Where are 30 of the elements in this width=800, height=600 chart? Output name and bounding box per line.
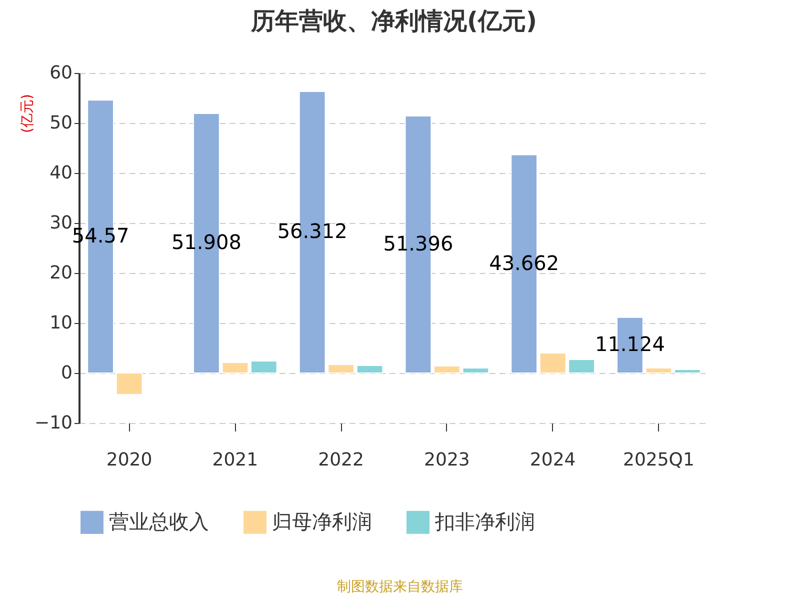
y-tick-label: 40	[50, 162, 72, 184]
y-tick-label: 50	[50, 112, 72, 134]
chart-title: 历年营收、净利情况(亿元)	[250, 7, 537, 35]
y-tick-label: 20	[50, 262, 72, 284]
y-tick-label: 10	[50, 312, 72, 334]
x-tick-label: 2022	[318, 450, 364, 470]
data-label: 51.396	[383, 232, 454, 256]
bar	[356, 365, 384, 374]
bar	[250, 360, 278, 374]
x-tick-label: 2023	[424, 450, 470, 470]
x-tick-label: 2025Q1	[622, 450, 694, 470]
data-label: 11.124	[594, 332, 665, 356]
data-label: 56.312	[277, 219, 348, 244]
y-axis-title: (亿元)	[20, 94, 36, 133]
x-tick-label: 2021	[212, 450, 258, 470]
bar	[645, 368, 672, 374]
y-tick-label: 60	[50, 62, 72, 84]
bar	[674, 369, 701, 374]
data-label: 51.908	[171, 230, 242, 254]
legend-label: 营业总收入	[109, 509, 209, 534]
y-tick-label: 30	[50, 212, 72, 234]
text: 制图数据来自数据库	[336, 578, 464, 596]
legend-label: 扣非净利润	[434, 509, 535, 534]
data-label: 43.662	[489, 250, 560, 275]
x-tick-label: 2024	[530, 450, 576, 470]
y-tick-label: −10	[34, 412, 72, 434]
legend-label: 归母净利润	[272, 509, 372, 534]
x-tick-label: 2020	[106, 450, 152, 470]
bar	[116, 372, 143, 395]
y-tick-label: 0	[61, 362, 72, 384]
